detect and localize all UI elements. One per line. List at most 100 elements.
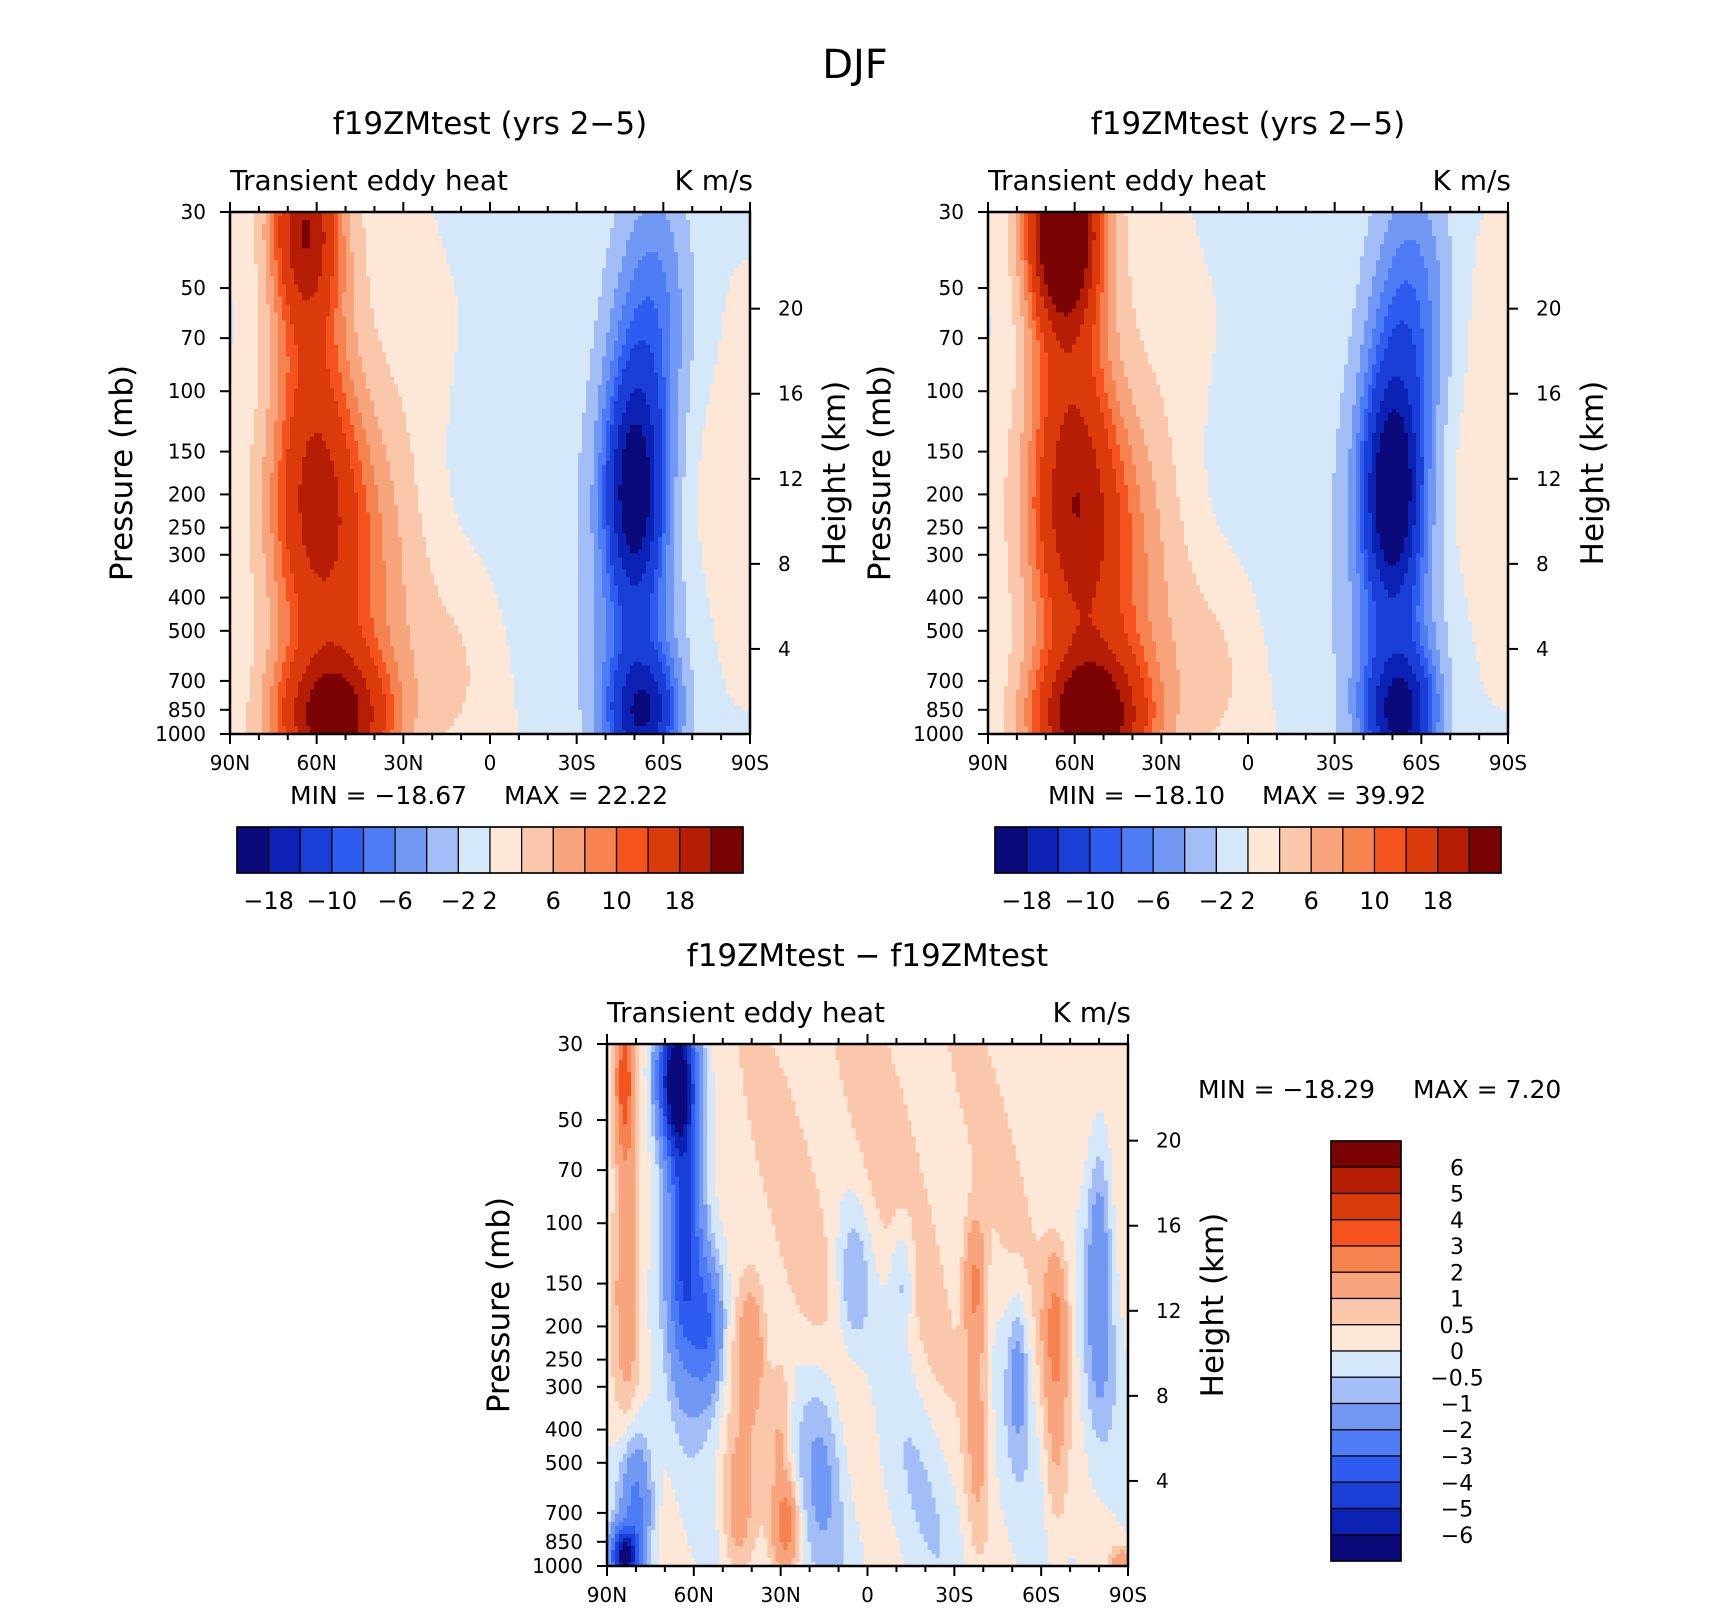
colorbar-swatch: [1331, 1141, 1401, 1167]
y-tick-label: 850: [168, 698, 206, 722]
colorbar-swatch: [585, 827, 617, 873]
colorbar-swatch: [1331, 1325, 1401, 1351]
y-axis-label: Pressure (mb): [104, 365, 140, 581]
y-tick-label: 1000: [913, 722, 964, 746]
x-tick-label: 90S: [1109, 1583, 1147, 1607]
colorbar-swatch: [995, 827, 1027, 873]
panel-subtitle-left: Transient eddy heat: [606, 996, 885, 1029]
x-tick-label: 90N: [587, 1583, 627, 1607]
y-tick-label: 500: [168, 619, 206, 643]
colorbar-label: −2: [1199, 887, 1234, 915]
panel-title: f19ZMtest (yrs 2−5): [1091, 106, 1405, 142]
y-axis-label: Pressure (mb): [481, 1197, 517, 1413]
x-tick-label: 30S: [935, 1583, 973, 1607]
y-axis-label-right: Height (km): [1575, 381, 1611, 566]
colorbar-swatch: [711, 827, 743, 873]
colorbar-label: −6: [377, 887, 412, 915]
x-tick-label: 60N: [674, 1583, 714, 1607]
panel-subtitle-left: Transient eddy heat: [987, 164, 1266, 197]
colorbar-label: 18: [664, 887, 695, 915]
colorbar-swatch: [680, 827, 712, 873]
height-tick-label: 20: [778, 297, 803, 321]
x-tick-label: 60N: [296, 751, 336, 775]
colorbar-label: −3: [1441, 1445, 1473, 1470]
y-tick-label: 150: [168, 440, 206, 464]
colorbar-swatch: [1185, 827, 1217, 873]
height-tick-label: 16: [1536, 382, 1561, 406]
colorbar-swatch: [364, 827, 396, 873]
colorbar-swatch: [1090, 827, 1122, 873]
y-tick-label: 100: [926, 379, 964, 403]
y-tick-label: 300: [168, 543, 206, 567]
max-value: MAX = 7.20: [1413, 1075, 1561, 1104]
colorbar-swatch: [1331, 1482, 1401, 1508]
colorbar-label: 5: [1450, 1183, 1464, 1208]
y-tick-label: 1000: [532, 1554, 583, 1578]
colorbar-swatch: [1331, 1430, 1401, 1456]
colorbar-swatch: [1375, 827, 1407, 873]
panel-units: K m/s: [674, 164, 753, 197]
x-tick-label: 30N: [383, 751, 423, 775]
chart-panel-3: f19ZMtest − f19ZMtest Transient eddy heat…: [481, 938, 1561, 1607]
colorbar-swatch: [269, 827, 301, 873]
colorbar-swatch: [648, 827, 680, 873]
colorbar-label: 2: [1450, 1261, 1464, 1286]
x-tick-label: 30N: [760, 1583, 800, 1607]
colorbar-swatch: [1331, 1272, 1401, 1298]
colorbar-label: −4: [1441, 1471, 1473, 1496]
y-tick-label: 700: [168, 669, 206, 693]
height-tick-label: 16: [778, 382, 803, 406]
x-tick-label: 90S: [1489, 751, 1527, 775]
colorbar-label: 6: [1304, 887, 1319, 915]
colorbar-swatch: [1331, 1167, 1401, 1193]
colorbar-swatch: [1058, 827, 1090, 873]
colorbar-swatch: [1331, 1194, 1401, 1220]
panel-title: f19ZMtest − f19ZMtest: [687, 938, 1048, 974]
colorbar-swatch: [1331, 1456, 1401, 1482]
panel-units: K m/s: [1432, 164, 1511, 197]
y-tick-label: 70: [558, 1158, 583, 1182]
colorbar: −18 −10 −6 −2 2 6 10 18: [237, 827, 743, 915]
y-tick-label: 70: [939, 326, 964, 350]
min-value: MIN = −18.29: [1198, 1075, 1375, 1104]
colorbar-swatch: [490, 827, 522, 873]
colorbar-label: 2: [1240, 887, 1255, 915]
height-tick-label: 4: [1156, 1469, 1169, 1493]
max-value: MAX = 39.92: [1262, 781, 1426, 810]
colorbar-label: −6: [1135, 887, 1170, 915]
panel-subtitle-left: Transient eddy heat: [229, 164, 508, 197]
colorbar-swatch: [1248, 827, 1280, 873]
x-tick-label: 30N: [1141, 751, 1181, 775]
colorbar: −18 −10 −6 −2 2 6 10 18: [995, 827, 1501, 915]
colorbar-swatch: [553, 827, 585, 873]
colorbar-swatch: [1216, 827, 1248, 873]
height-tick-label: 12: [778, 467, 803, 491]
y-tick-label: 30: [939, 200, 964, 224]
colorbar-label: −18: [243, 887, 294, 915]
y-tick-label: 500: [545, 1451, 583, 1475]
colorbar-label: 4: [1450, 1209, 1464, 1234]
y-axis-label-right: Height (km): [817, 381, 853, 566]
colorbar-swatch: [1331, 1535, 1401, 1561]
y-tick-label: 200: [168, 482, 206, 506]
colorbar-swatch: [427, 827, 459, 873]
colorbar-swatch: [1311, 827, 1343, 873]
colorbar-label: −2: [441, 887, 476, 915]
colorbar-swatch: [1331, 1220, 1401, 1246]
colorbar-label: 10: [601, 887, 632, 915]
height-tick-label: 16: [1156, 1214, 1181, 1238]
colorbar-label: −6: [1441, 1524, 1473, 1549]
x-tick-label: 60S: [1402, 751, 1440, 775]
colorbar-label: −1: [1441, 1393, 1473, 1418]
y-tick-label: 300: [545, 1375, 583, 1399]
y-tick-label: 150: [545, 1272, 583, 1296]
colorbar-swatch: [1331, 1377, 1401, 1403]
panel-units: K m/s: [1052, 996, 1131, 1029]
colorbar-label: −18: [1001, 887, 1052, 915]
colorbar-swatch: [237, 827, 269, 873]
y-tick-label: 100: [545, 1211, 583, 1235]
y-tick-label: 850: [545, 1530, 583, 1554]
contour-field: [988, 212, 1509, 735]
y-tick-label: 50: [181, 276, 206, 300]
